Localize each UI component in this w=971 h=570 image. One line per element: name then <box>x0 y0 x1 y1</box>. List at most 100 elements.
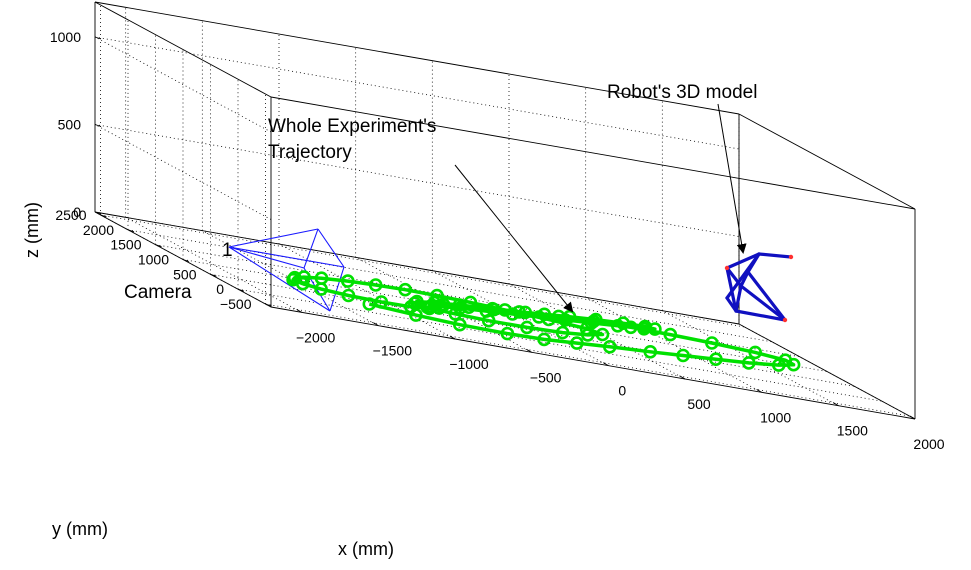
annotation-robot-arrow <box>717 103 747 254</box>
trajectory-point <box>610 318 625 333</box>
x-tick-mark <box>909 415 916 420</box>
trajectory-point <box>340 274 355 288</box>
grid-line <box>94 36 272 133</box>
box-edge <box>94 211 740 325</box>
trajectory-point <box>505 307 520 321</box>
trajectory-point <box>532 310 546 324</box>
trajectory-point <box>537 332 551 347</box>
robot-joint <box>788 254 794 260</box>
box-edge <box>94 1 740 115</box>
trajectory-point <box>420 300 435 315</box>
robot-link <box>725 252 761 270</box>
box-edge <box>738 113 916 210</box>
x-tick-label: −500 <box>530 369 562 385</box>
y-tick-label: 500 <box>173 266 197 282</box>
trajectory-point <box>741 356 756 370</box>
y-tick-mark <box>210 273 217 277</box>
y-axis-label: y (mm) <box>52 519 108 539</box>
camera-edge <box>329 266 345 312</box>
z-axis-label: z (mm) <box>22 202 42 258</box>
camera-edge <box>228 228 319 248</box>
trajectory-point <box>520 320 534 335</box>
x-tick-mark <box>833 402 839 407</box>
trajectory-point <box>500 326 515 341</box>
trajectory-point <box>570 336 584 350</box>
annotation-camera: Camera <box>124 282 192 303</box>
trajectory-point <box>368 278 383 292</box>
grid-line <box>237 288 883 402</box>
camera-edge <box>303 228 319 269</box>
z-tick-label: 1000 <box>50 29 81 45</box>
trajectory-point <box>555 325 570 340</box>
trajectory-point <box>430 288 444 303</box>
robot-link <box>757 252 793 259</box>
camera-model <box>228 228 345 312</box>
z-tick-label: 0 <box>73 204 81 220</box>
trajectory-point <box>676 348 690 363</box>
trajectory-point <box>341 288 356 303</box>
x-tick-label: −1000 <box>449 356 489 372</box>
x-tick-mark <box>526 348 532 353</box>
trajectory-point <box>398 282 413 297</box>
trajectory-point <box>374 295 389 309</box>
robot-link <box>739 270 750 288</box>
robot-link <box>725 266 738 313</box>
robot-joint <box>782 317 788 323</box>
grid-line <box>278 243 456 340</box>
grid-line <box>125 216 302 313</box>
x-tick-label: 0 <box>618 383 626 399</box>
y-tick-mark <box>100 214 107 218</box>
camera-edge <box>228 246 345 268</box>
trajectory-point <box>487 302 501 317</box>
robot-3d-model <box>724 252 794 323</box>
z-tick-label: 500 <box>58 117 82 133</box>
trajectory-point <box>295 276 310 291</box>
grid-line <box>585 296 762 393</box>
annotation-trajectory-line2: Trajectory <box>268 142 352 163</box>
grid-line <box>94 124 272 220</box>
camera-id-label: 1 <box>222 240 233 261</box>
x-tick-label: 2000 <box>913 436 944 452</box>
x-tick-label: −2000 <box>296 329 336 345</box>
robot-link <box>746 270 787 322</box>
x-tick-mark <box>679 375 686 380</box>
x-axis-label: x (mm) <box>338 539 394 559</box>
trajectory-point <box>705 336 719 350</box>
x-tick-mark <box>296 308 302 313</box>
trajectory-point <box>663 327 678 342</box>
robot-link <box>734 309 787 322</box>
y-tick-label: −500 <box>220 296 252 312</box>
trajectory-point <box>518 305 533 320</box>
annotation-trajectory-line1: Whole Experiment's <box>268 116 436 137</box>
trajectory-point <box>595 327 610 342</box>
robot-joint <box>724 265 730 271</box>
trajectory-point <box>602 339 617 354</box>
y-tick-mark <box>237 288 245 292</box>
trajectory-point <box>558 313 573 327</box>
trajectory-point <box>404 299 418 314</box>
trajectory-point <box>362 297 377 311</box>
annotation-trajectory-arrow <box>454 164 574 313</box>
trajectory-point <box>643 344 658 359</box>
axes-box <box>94 1 916 420</box>
z-tick-mark <box>94 211 102 215</box>
y-tick-mark <box>127 229 135 233</box>
y-tick-label: 2000 <box>83 222 114 238</box>
box-edge <box>738 323 916 420</box>
y-tick-label: 1500 <box>110 237 141 253</box>
trajectory-point <box>461 300 476 315</box>
x-tick-mark <box>756 388 762 393</box>
y-tick-mark <box>155 244 162 248</box>
y-tick-label: 0 <box>216 281 224 297</box>
x-tick-mark <box>373 322 379 327</box>
tick-labels: −2000−1500−1000−5000500100015002000−5000… <box>50 29 945 452</box>
grid-lines <box>94 4 916 420</box>
z-tick-mark <box>94 36 102 40</box>
x-tick-label: 1000 <box>760 409 791 425</box>
grid-line <box>94 124 740 237</box>
trajectory-point <box>637 321 651 336</box>
y-tick-mark <box>182 259 190 262</box>
x-tick-label: 1500 <box>837 423 868 439</box>
x-tick-label: −1500 <box>373 343 413 359</box>
